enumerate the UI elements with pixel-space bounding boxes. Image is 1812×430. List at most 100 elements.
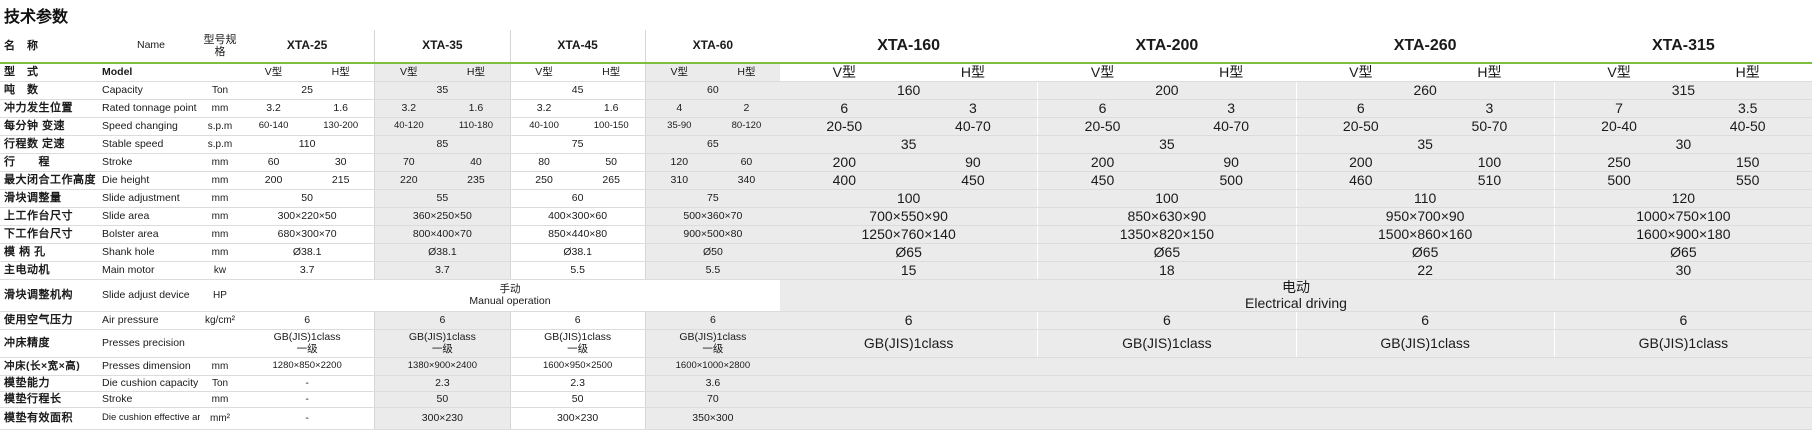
value-text: GB(JIS)1class [544,330,612,343]
value-cell: 150 [1736,154,1760,170]
table-row: 吨 数 Capacity Ton 25 35 45 60 160 200 260… [0,82,1812,100]
row-unit: mm [211,103,229,114]
row-label-en: Bolster area [102,227,159,240]
model-header: XTA-35 [422,38,463,53]
row-label-en: Die cushion capacity [102,376,199,389]
value-cell: Ø38.1 [563,245,592,258]
row-label-cn: 行程数 定速 [4,138,66,151]
value-cell: 60 [707,83,719,96]
value-cell: 5.5 [570,263,585,276]
row-label-en: Main motor [102,263,155,276]
model-header: XTA-315 [1651,37,1715,55]
value-cell: 120 [1671,190,1696,206]
row-label-en: Stable speed [102,137,164,150]
value-text: GB(JIS)1class [273,330,341,343]
value-cell: Ø65 [1411,244,1439,260]
value-text: GB(JIS)1class [679,330,747,343]
type-h: H型 [331,65,350,78]
value-cell: 400×300×60 [548,209,608,222]
value-cell: 90 [965,154,981,170]
type-h: H型 [1477,64,1502,80]
value-cell: GB(JIS)1class 一级 [240,330,374,357]
value-text: 电动 [1282,280,1310,296]
value-cell: 200 [1155,82,1179,98]
value-cell: 100 [896,190,921,206]
table-row: 型 式 Model V型 H型 V型 H型 V型 H型 V型 H型 V型 H型 V型 H型 … [0,64,1812,82]
value-cell: 800×400×70 [412,227,472,240]
value-cell: 80-120 [731,120,762,132]
value-cell: 3 [969,100,977,116]
value-cell: 40-120 [394,120,424,132]
value-cell: 3.2 [266,101,281,114]
table-row: 滑块调整机构 Slide adjust device HP 手动 Manual … [0,280,1812,312]
value-cell: 2.3 [570,376,585,389]
value-cell: 5.5 [705,263,721,276]
row-label-cn: 滑块调整量 [4,192,62,205]
row-unit: s.p.m [207,121,233,132]
row-label-cn: 模 柄 孔 [4,246,46,259]
row-label-cn: 主电动机 [4,264,50,277]
value-cell: 220 [400,173,418,186]
row-unit: Ton [211,85,229,96]
type-v: V型 [400,65,418,78]
row-label-en: Slide area [102,209,150,222]
table-row: 使用空气压力 Air pressure kg/cm² 6 6 6 6 6 6 6… [0,312,1812,330]
header-unit: 型号规格 [203,33,237,58]
row-label-cn: 滑块调整机构 [4,289,73,302]
value-cell: Ø65 [1670,244,1697,260]
value-cell: 60-140 [258,120,289,132]
value-cell: 6 [439,313,446,326]
value-cell: GB(JIS)1class 一级 [646,330,780,357]
row-label-en: Die height [102,173,150,186]
value-cell: 1350×820×150 [1119,226,1214,242]
value-cell: 110-180 [458,120,494,132]
header-en: Name [136,39,165,52]
merged-value-cell: 手动 Manual operation [240,280,780,311]
value-cell: 400 [832,172,856,188]
value-cell: 1600×900×180 [1636,226,1731,242]
value-cell: 250 [535,173,553,186]
value-cell: 100-150 [593,120,629,132]
value-cell: 160 [896,82,921,98]
value-cell: 700×550×90 [869,208,948,224]
value-cell: 60 [571,191,584,204]
row-unit: mm [211,211,229,222]
row-label-en: Shank hole [102,245,155,258]
value-cell: 3.2 [401,101,417,114]
value-cell: 130-200 [323,120,359,132]
page-title: 技术参数 [4,9,69,26]
value-cell: 40-50 [1729,118,1766,134]
value-cell: Ø65 [1153,244,1181,260]
value-cell: 7 [1615,100,1623,116]
row-label-en: Slide adjustment [102,191,180,204]
value-cell: 6 [1356,100,1365,116]
value-cell: 40-70 [955,118,991,134]
value-cell: 30 [334,155,347,168]
value-cell: 25 [301,83,313,96]
value-cell: 20-50 [826,118,863,134]
value-text: 一级 [296,342,318,355]
table-row: 主电动机 Main motor kw 3.7 3.7 5.5 5.5 15 18… [0,262,1812,280]
row-label-cn: 上工作台尺寸 [4,210,73,223]
value-cell: 260 [1413,82,1437,98]
row-unit: kg/cm² [205,315,235,326]
value-cell: 6 [304,313,311,326]
model-header: XTA-25 [286,38,328,53]
value-cell: 6 [709,313,716,326]
value-cell: 3.6 [705,376,721,389]
value-cell: 2.3 [435,376,450,389]
value-cell: 450 [1090,172,1115,188]
value-cell: 900×500×80 [683,227,743,240]
value-cell: 20-40 [1601,118,1637,134]
value-cell: - [305,376,309,389]
type-h: H型 [1219,64,1244,80]
value-cell: 3.7 [435,263,450,276]
row-unit: Ton [211,378,229,389]
row-label-cn: 冲床精度 [4,337,50,350]
value-cell: 235 [467,173,485,186]
value-cell: 45 [571,83,584,96]
row-unit [200,64,240,81]
row-label-cn: 每分钟 变速 [4,120,66,133]
value-cell: 35 [1159,136,1175,152]
value-cell: 40-100 [529,120,559,132]
